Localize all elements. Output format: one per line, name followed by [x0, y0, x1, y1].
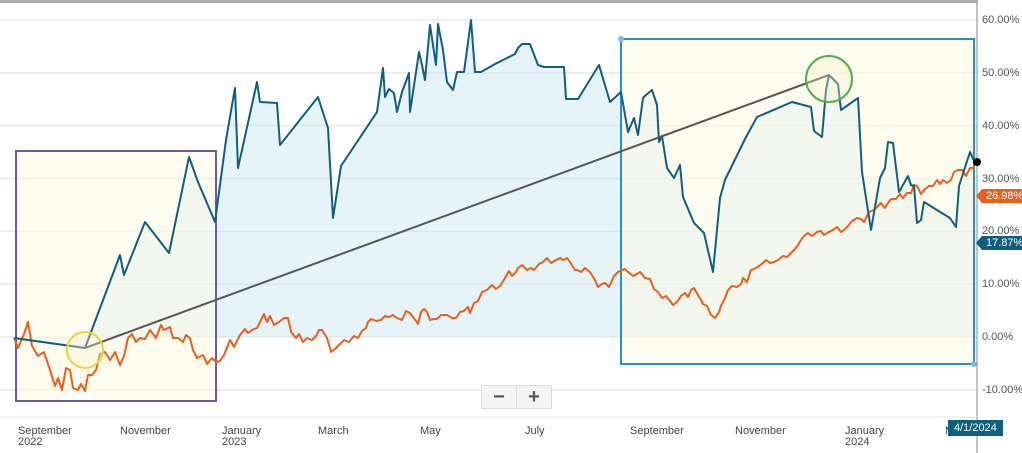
x-axis-tick-label: January 2023: [222, 425, 262, 448]
low-point-circle-annotation[interactable]: [66, 331, 104, 369]
y-axis-tick-label: 10.00%: [982, 278, 1020, 291]
high-point-circle-annotation[interactable]: [805, 55, 853, 103]
y-axis-tick-label: 0.00%: [982, 331, 1014, 343]
top-border: [0, 0, 977, 3]
trendline-annotation[interactable]: [84, 74, 830, 349]
annotation-rectangle-left[interactable]: [15, 150, 217, 402]
x-axis-tick-label: May: [420, 425, 441, 437]
x-axis-tick-label: July: [525, 425, 545, 437]
zoom-in-button[interactable]: +: [516, 386, 551, 408]
x-axis-tick-label: September 2022: [18, 425, 72, 448]
stock-last-value-flag: 17.87%: [975, 236, 1022, 250]
benchmark-last-value-flag: 26.98%: [975, 189, 1022, 203]
x-axis-tick-label: November: [120, 425, 171, 437]
x-axis-tick-label: September: [630, 425, 684, 437]
y-axis-tick-label: -10.00%: [982, 383, 1022, 396]
x-axis-tick-label: March: [318, 425, 349, 437]
rect-resize-handle-top[interactable]: [618, 36, 624, 42]
benchmark-series-line: [13, 167, 975, 392]
x-axis-tick-label: November: [735, 425, 786, 437]
zoom-out-button[interactable]: −: [493, 385, 505, 408]
rect-resize-handle-bottom[interactable]: [971, 361, 977, 367]
y-axis-tick-label: 20.00%: [982, 225, 1020, 238]
y-axis-tick-label: 50.00%: [982, 66, 1020, 79]
y-axis-tick-label: 30.00%: [982, 172, 1020, 185]
annotation-rectangle-right[interactable]: [620, 38, 975, 365]
y-axis-tick-label: 60.00%: [982, 14, 1020, 26]
crosshair-marker: [973, 158, 981, 166]
zoom-controls: − +: [481, 385, 552, 409]
y-axis-tick-label: 40.00%: [982, 119, 1020, 132]
x-axis-tick-label: January 2024: [845, 425, 885, 448]
crosshair-date-badge: 4/1/2024: [948, 420, 1003, 436]
stock-series-line: [13, 19, 976, 349]
